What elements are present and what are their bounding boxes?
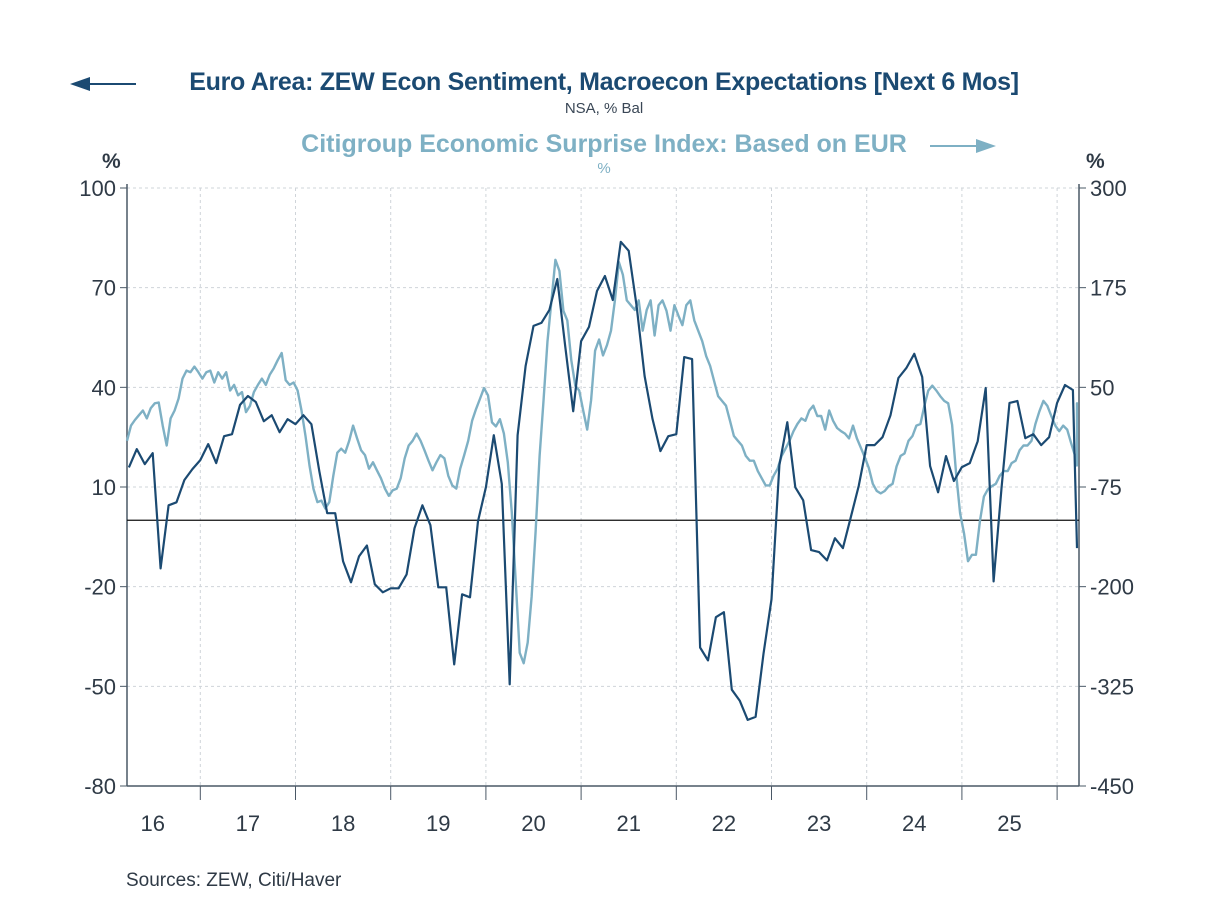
right-tick-label: -200 (1090, 575, 1134, 600)
x-tick-label: 17 (236, 811, 260, 836)
x-tick-label: 24 (902, 811, 926, 836)
left-tick-label: 10 (92, 475, 116, 500)
sources-note: Sources: ZEW, Citi/Haver (126, 870, 342, 891)
left-tick-label: -20 (84, 575, 116, 600)
series-citi-surprise-line (125, 258, 1079, 665)
series-zew-sentiment-line (127, 240, 1079, 722)
x-tick-label: 18 (331, 811, 355, 836)
grid-lines (127, 187, 1079, 786)
right-tick-label: 175 (1090, 276, 1127, 301)
right-tick-label: -450 (1090, 774, 1134, 799)
x-tick-label: 21 (616, 811, 640, 836)
x-tick-label: 22 (712, 811, 736, 836)
axes (120, 184, 1086, 800)
left-tick-label: 100 (79, 176, 116, 201)
left-arrow-icon (70, 77, 136, 91)
right-tick-label: -325 (1090, 674, 1134, 699)
chart-subtitle-zew: NSA, % Bal (564, 100, 644, 117)
chart-title-citi-text: Citigroup Economic Surprise Index: Based… (301, 130, 907, 158)
right-tick-label: -75 (1090, 475, 1122, 500)
left-tick-label: 70 (92, 276, 116, 301)
left-axis-unit: % (102, 150, 121, 173)
right-tick-label: 50 (1090, 375, 1114, 400)
chart-title-citi: Citigroup Economic Surprise Index: Based… (0, 130, 1208, 159)
series-lines (125, 240, 1079, 722)
tick-labels: -80 -50 -20 10 40 70 100 -450 -325 -200 -75 50 175 30… (79, 176, 1134, 836)
left-tick-label: 40 (92, 375, 116, 400)
chart-title-zew: Euro Area: ZEW Econ Sentiment, Macroecon… (0, 68, 1208, 97)
x-tick-label: 19 (426, 811, 450, 836)
left-tick-label: -80 (84, 774, 116, 799)
x-tick-label: 20 (521, 811, 545, 836)
x-tick-label: 23 (807, 811, 831, 836)
x-tick-label: 25 (997, 811, 1021, 836)
right-axis-unit: % (1086, 150, 1105, 173)
right-tick-label: 300 (1090, 176, 1127, 201)
chart-subtitle-citi: % (597, 160, 611, 177)
left-tick-label: -50 (84, 674, 116, 699)
right-arrow-icon (930, 139, 996, 153)
chart-title-zew-text: Euro Area: ZEW Econ Sentiment, Macroecon… (189, 68, 1019, 96)
x-tick-label: 16 (140, 811, 164, 836)
